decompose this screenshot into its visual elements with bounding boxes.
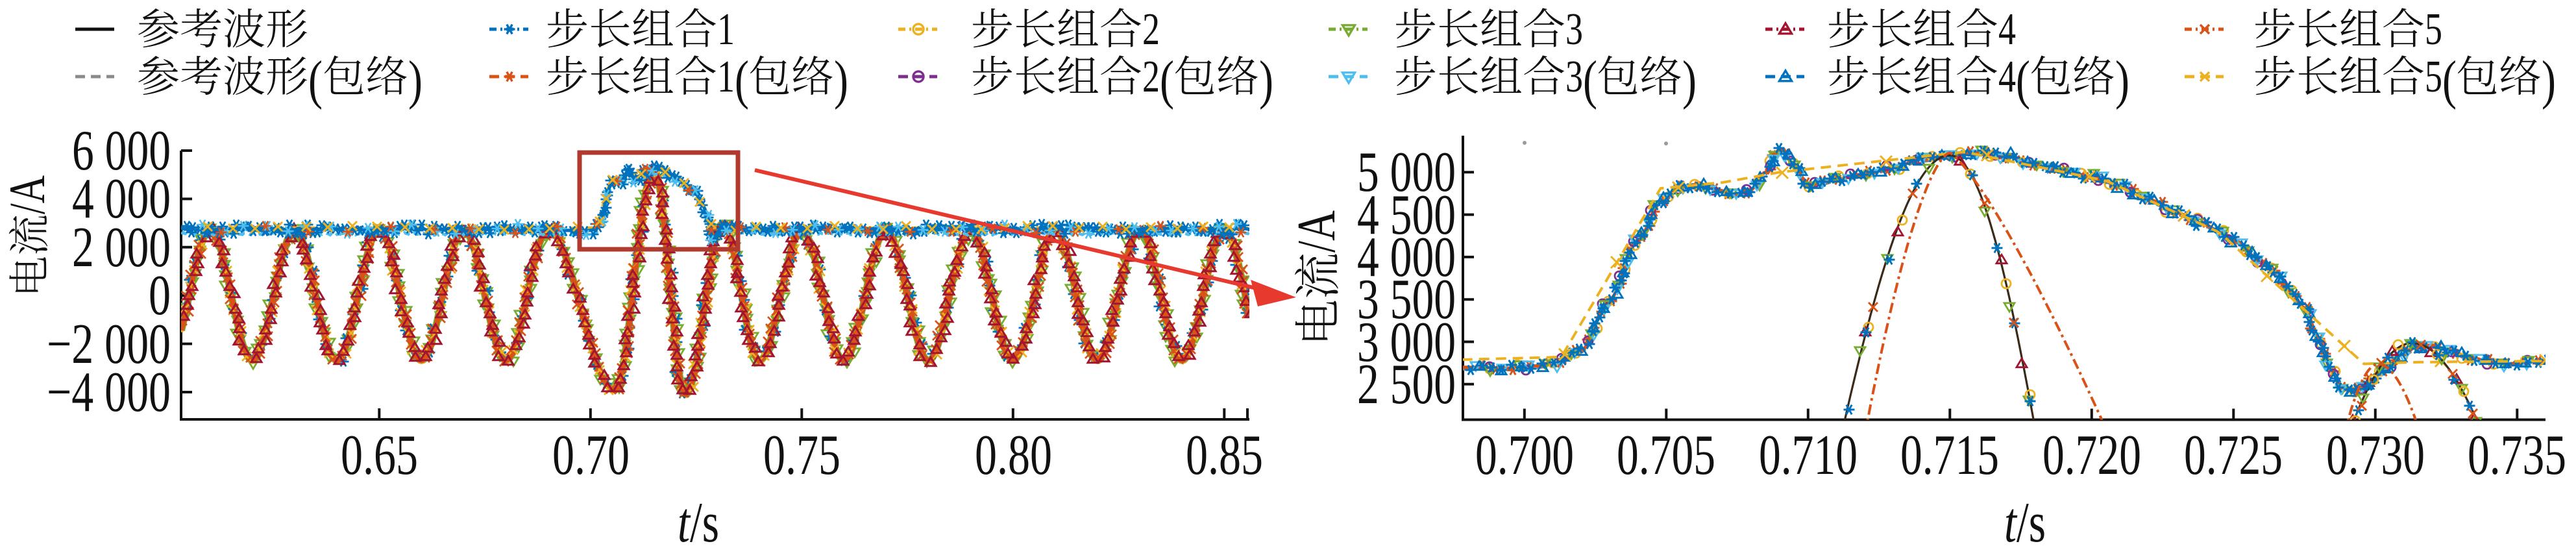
svg-text:3: 3 [1565,52,1583,102]
svg-text:0.710: 0.710 [1759,424,1858,487]
svg-text:5: 5 [2425,52,2442,102]
svg-text:0.700: 0.700 [1475,424,1574,487]
svg-text:0.725: 0.725 [2184,424,2283,487]
svg-text:0.715: 0.715 [1900,424,1999,487]
svg-text:): ) [2542,50,2556,110]
svg-text:(: ( [2442,50,2457,110]
svg-text:2 500: 2 500 [1357,353,1456,416]
svg-text:0.720: 0.720 [2042,424,2141,487]
svg-text:5: 5 [2425,5,2442,55]
svg-text:/s: /s [690,491,719,554]
svg-text:2: 2 [1142,5,1160,55]
svg-text:0.65: 0.65 [341,424,418,487]
svg-text:): ) [834,50,848,110]
svg-text:3: 3 [1565,5,1583,55]
svg-text:5 000: 5 000 [1357,141,1456,204]
svg-text:6 000: 6 000 [72,119,171,182]
svg-text:): ) [1682,50,1697,110]
svg-text:1: 1 [717,5,735,55]
svg-text:−2 000: −2 000 [47,313,171,376]
svg-text:0.85: 0.85 [1186,424,1263,487]
svg-text:0.75: 0.75 [763,424,840,487]
svg-text:): ) [1259,50,1273,110]
svg-text:4: 4 [1998,5,2016,55]
svg-text:4 000: 4 000 [1357,226,1456,289]
svg-text:(: ( [1583,50,1597,110]
svg-text:3 000: 3 000 [1357,311,1456,374]
svg-text:(: ( [308,50,323,110]
svg-text:4 000: 4 000 [72,167,171,230]
svg-text:(: ( [735,50,749,110]
svg-text:/A: /A [1286,210,1347,253]
svg-text:t: t [2004,491,2018,554]
svg-text:0.80: 0.80 [975,424,1052,487]
svg-text:t: t [678,491,691,554]
svg-text:4: 4 [1998,52,2016,102]
svg-text:3 500: 3 500 [1357,268,1456,331]
svg-text:(: ( [2016,50,2030,110]
svg-text:1: 1 [717,52,735,102]
svg-text:0.735: 0.735 [2468,424,2566,487]
svg-text:4 500: 4 500 [1357,184,1456,247]
svg-text:0: 0 [149,264,171,327]
svg-text:0.705: 0.705 [1617,424,1715,487]
svg-text:2: 2 [1142,52,1160,102]
svg-text:/s: /s [2017,491,2046,554]
svg-text:): ) [408,50,423,110]
svg-text:0.730: 0.730 [2326,424,2425,487]
svg-text:): ) [2115,50,2129,110]
svg-text:−4 000: −4 000 [47,361,171,424]
svg-text:/A: /A [0,175,55,214]
svg-text:2 000: 2 000 [72,216,171,279]
svg-text:0.70: 0.70 [552,424,630,487]
svg-text:(: ( [1160,50,1174,110]
